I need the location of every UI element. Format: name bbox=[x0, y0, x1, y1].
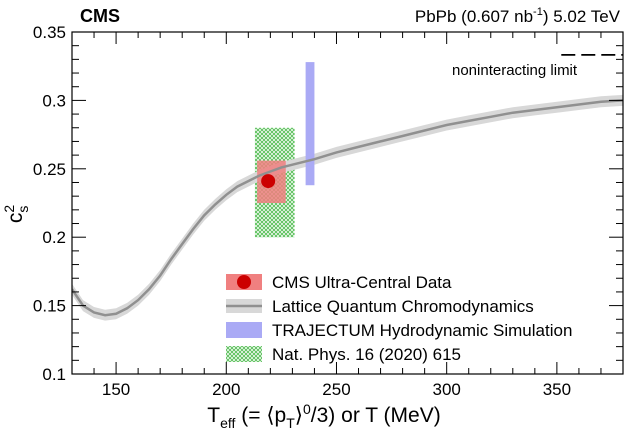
x-tick-label: 350 bbox=[543, 380, 571, 399]
x-axis-title: Teff (= ⟨pT⟩0/3) or T (MeV) bbox=[207, 401, 440, 431]
plot-frame bbox=[71, 31, 624, 375]
y-axis-title: cs2 bbox=[1, 205, 31, 224]
y-tick-label: 0.1 bbox=[42, 365, 66, 384]
x-tick-label: 200 bbox=[212, 380, 240, 399]
legend-label: Nat. Phys. 16 (2020) 615 bbox=[272, 345, 461, 364]
legend-label: Lattice Quantum Chromodynamics bbox=[272, 297, 534, 316]
y-tick-label: 0.2 bbox=[42, 228, 66, 247]
legend: CMS Ultra-Central Data Lattice Quantum Ch… bbox=[226, 273, 572, 364]
legend-swatch-nat-phys bbox=[226, 346, 262, 362]
y-tick-label: 0.3 bbox=[42, 91, 66, 110]
legend-label: CMS Ultra-Central Data bbox=[272, 273, 452, 292]
x-tick-label: 300 bbox=[432, 380, 460, 399]
legend-label: TRAJECTUM Hydrodynamic Simulation bbox=[272, 321, 572, 340]
legend-swatch-trajectum bbox=[226, 322, 262, 338]
trajectum-band bbox=[305, 62, 315, 186]
legend-marker-cms bbox=[237, 275, 251, 289]
cms-data-point bbox=[261, 174, 276, 189]
lattice-qcd-line bbox=[72, 99, 623, 317]
noninteracting-limit-label: noninteracting limit bbox=[452, 62, 578, 79]
y-tick-label: 0.25 bbox=[33, 160, 66, 179]
x-tick-label: 150 bbox=[102, 380, 130, 399]
lumi-label: PbPb (0.607 nb-1) 5.02 TeV bbox=[415, 6, 621, 26]
y-tick-label: 0.35 bbox=[33, 23, 66, 42]
cms-label: CMS bbox=[80, 6, 120, 26]
y-tick-label: 0.15 bbox=[33, 297, 66, 316]
x-tick-label: 250 bbox=[322, 380, 350, 399]
